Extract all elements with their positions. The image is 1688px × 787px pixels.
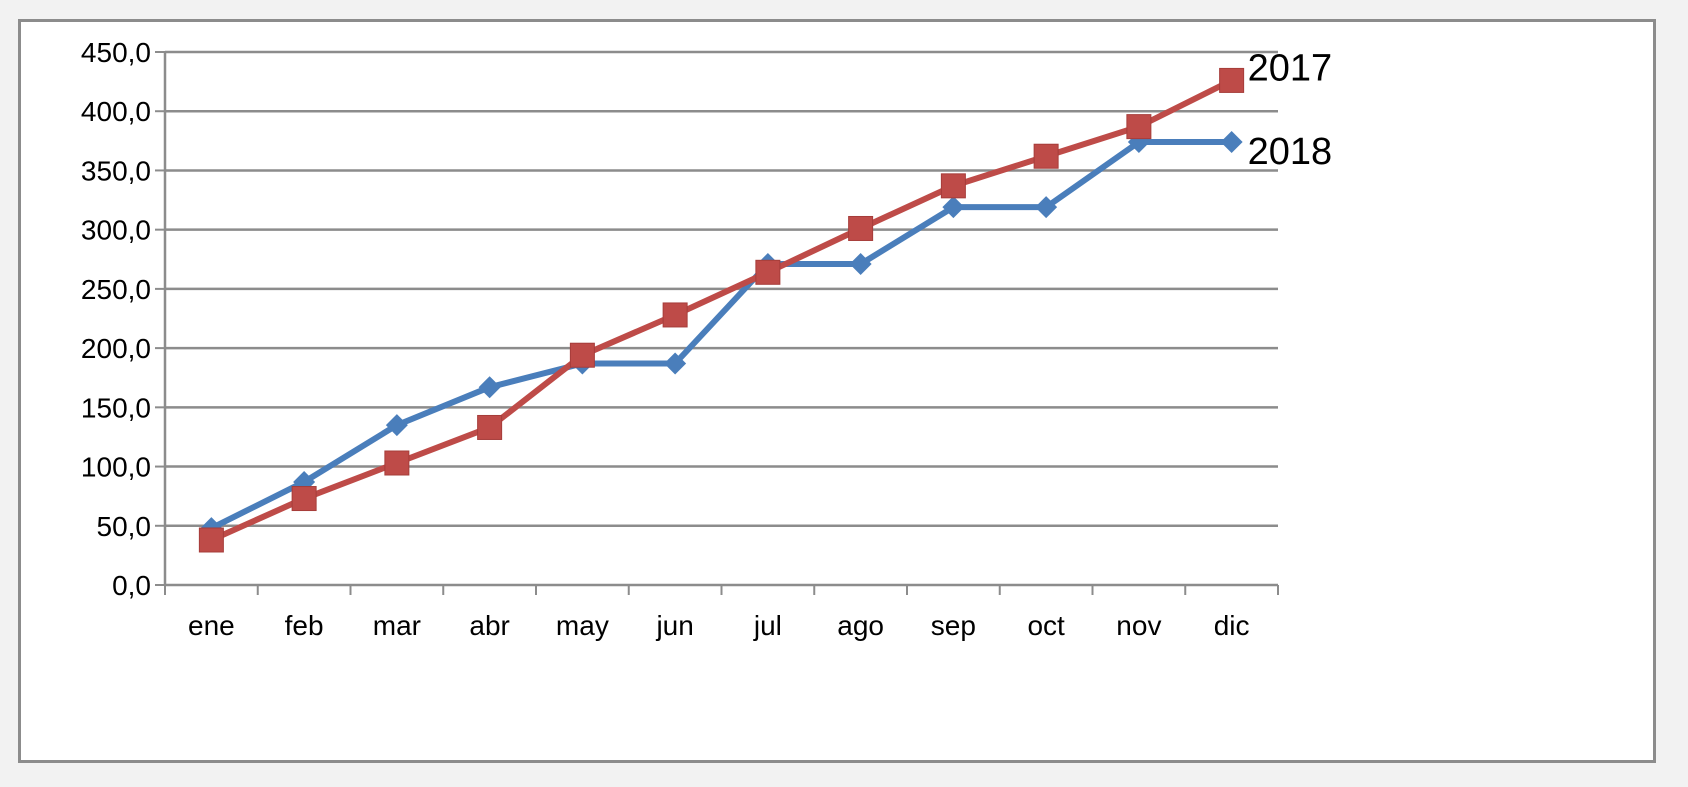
y-tick-label: 100,0	[81, 452, 151, 483]
data-point-2018	[1035, 196, 1058, 219]
x-axis-tick-labels: ene feb mar abr may jun jul ago sep oct nov dic	[188, 610, 1250, 641]
data-point-2017	[1219, 67, 1245, 93]
series-labels: 2018 2017	[1248, 47, 1333, 173]
y-tick-label: 150,0	[81, 392, 151, 423]
data-point-2017	[755, 259, 781, 285]
y-tick-label: 250,0	[81, 274, 151, 305]
data-point-2017	[477, 414, 503, 440]
y-tick-label: 0,0	[112, 570, 151, 601]
data-point-2017	[1033, 143, 1059, 169]
data-point-2018	[385, 414, 408, 437]
x-tick-label: dic	[1214, 610, 1250, 641]
axes	[155, 51, 1279, 595]
data-point-2018	[942, 196, 965, 219]
data-point-2017	[198, 527, 224, 553]
x-tick-label: oct	[1027, 610, 1065, 641]
x-tick-label: ene	[188, 610, 235, 641]
data-point-2018	[1220, 131, 1243, 154]
data-point-2018	[478, 376, 501, 399]
y-tick-label: 400,0	[81, 96, 151, 127]
series-line-2018	[208, 139, 1235, 532]
y-axis-tick-labels: 0,0 50,0 100,0 150,0 200,0 250,0 300,0 350,0 400…	[81, 37, 151, 601]
series-label-2018: 2018	[1248, 131, 1333, 173]
data-point-2017	[291, 486, 317, 512]
data-point-2017	[1126, 114, 1152, 140]
data-point-2018	[849, 253, 872, 276]
x-tick-label: jul	[753, 610, 782, 641]
x-tick-label: abr	[469, 610, 509, 641]
y-tick-label: 50,0	[97, 511, 152, 542]
x-tick-label: ago	[837, 610, 884, 641]
data-point-2017	[848, 215, 874, 241]
data-point-2017	[384, 450, 410, 476]
series-line-2017	[208, 77, 1235, 543]
data-point-2018	[664, 352, 687, 375]
x-tick-label: sep	[931, 610, 976, 641]
y-tick-label: 300,0	[81, 215, 151, 246]
x-tick-label: mar	[373, 610, 421, 641]
data-point-2017	[569, 342, 595, 368]
y-tick-label: 350,0	[81, 155, 151, 186]
x-tick-label: jun	[655, 610, 693, 641]
gridlines	[165, 50, 1278, 528]
series-lines	[198, 67, 1245, 553]
y-tick-label: 200,0	[81, 333, 151, 364]
data-point-2017	[940, 173, 966, 199]
x-tick-label: feb	[285, 610, 324, 641]
y-tick-label: 450,0	[81, 37, 151, 68]
x-tick-label: may	[556, 610, 609, 641]
chart-frame: 0,0 50,0 100,0 150,0 200,0 250,0 300,0 350,0 400…	[18, 19, 1656, 763]
x-tick-label: nov	[1116, 610, 1161, 641]
data-point-2017	[662, 302, 688, 328]
series-label-2017: 2017	[1248, 47, 1333, 89]
line-chart: 0,0 50,0 100,0 150,0 200,0 250,0 300,0 350,0 400…	[81, 37, 1333, 641]
